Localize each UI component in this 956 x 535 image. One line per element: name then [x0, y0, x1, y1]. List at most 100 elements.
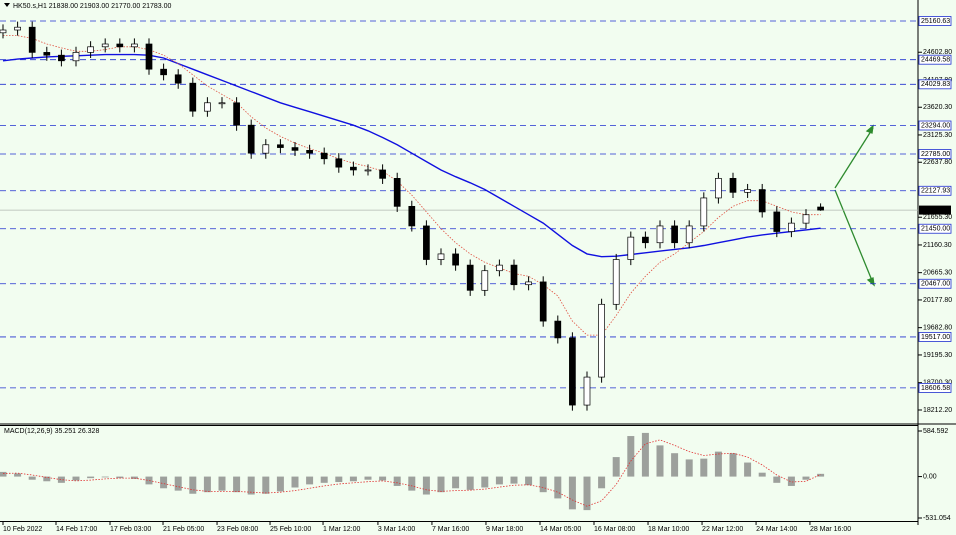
macd-bar — [320, 476, 328, 483]
level-box — [918, 278, 952, 289]
macd-bar — [714, 451, 722, 477]
y-tick-label: 20665.30 — [923, 270, 952, 277]
menu-triangle — [4, 3, 10, 7]
x-tick-label: 18 Mar 10:00 — [648, 526, 689, 533]
candle-body — [364, 169, 372, 172]
x-tick-label: 7 Mar 16:00 — [432, 526, 469, 533]
level-label: 24029.83 — [921, 81, 950, 88]
candle-body — [685, 225, 693, 244]
macd-bar — [612, 457, 620, 477]
macd-bar — [43, 476, 51, 482]
macd-bar — [802, 476, 810, 480]
candle-body — [160, 68, 167, 76]
x-tick-label: 22 Mar 12:00 — [702, 526, 743, 533]
candle-body — [87, 46, 94, 53]
candle-body — [291, 147, 299, 151]
level-box — [918, 16, 952, 26]
macd-bar — [685, 459, 693, 477]
level-box — [918, 185, 952, 196]
candle-body — [174, 74, 182, 84]
macd-bar — [218, 476, 226, 491]
candle-body — [656, 225, 664, 244]
y-tick-label: 21160.30 — [923, 242, 952, 249]
candle-body — [715, 178, 722, 199]
level-label: 22785.00 — [921, 151, 950, 158]
macd-bar — [481, 476, 489, 488]
level-label: 22127.93 — [921, 188, 950, 195]
macd-bar — [671, 453, 679, 477]
candle-body — [583, 376, 591, 406]
candle-body — [569, 337, 576, 406]
macd-bar — [145, 476, 153, 485]
moving-average — [2, 53, 821, 258]
level-box — [918, 54, 952, 65]
macd-bar — [101, 476, 109, 478]
y-tick-label: 21655.30 — [923, 214, 952, 221]
candle-body — [204, 102, 211, 112]
macd-bar — [174, 476, 182, 491]
candle-body — [642, 236, 649, 244]
signal-line — [2, 439, 821, 507]
macd-bar — [247, 476, 255, 495]
macd-bar — [364, 476, 372, 480]
macd-bar — [495, 476, 503, 485]
macd-bar — [28, 476, 36, 480]
candle-body — [525, 281, 532, 286]
candle-body — [379, 169, 386, 179]
x-tick-label: 14 Feb 17:00 — [56, 526, 97, 533]
candle-body — [802, 214, 810, 224]
macd-bar — [379, 476, 387, 481]
candle-body — [262, 144, 270, 154]
y-tick-label: 584.592 — [923, 428, 948, 435]
macd-bar — [598, 476, 606, 489]
candle-body — [437, 253, 445, 260]
candle-body — [101, 43, 109, 48]
x-tick-label: 14 Mar 05:00 — [540, 526, 581, 533]
macd-bar — [306, 476, 314, 485]
candle-body — [233, 102, 240, 126]
level-label: 21450.00 — [921, 226, 950, 233]
macd-bar — [335, 476, 343, 483]
x-tick-label: 3 Mar 14:00 — [378, 526, 415, 533]
current-price-label: 21783.00 — [921, 207, 950, 214]
macd-bar — [233, 476, 241, 493]
macd-bar — [656, 445, 664, 477]
x-tick-label: 9 Mar 18:00 — [486, 526, 523, 533]
y-tick-label: 20177.80 — [923, 297, 952, 304]
chart-title: HK50.s,H1 21838.00 21903.00 21770.00 217… — [13, 3, 172, 10]
candle-body — [452, 253, 459, 266]
x-tick-label: 10 Feb 2022 — [3, 526, 42, 533]
macd-bar — [393, 476, 401, 486]
level-box — [918, 120, 952, 131]
candle-body — [408, 205, 416, 227]
macd-bar — [729, 453, 737, 477]
macd-bar — [510, 476, 518, 484]
candle-body — [758, 189, 766, 213]
candle-body — [510, 264, 518, 286]
candle-body — [466, 264, 474, 291]
candle-body — [539, 281, 547, 322]
candle-body — [700, 197, 708, 227]
macd-bar — [276, 476, 284, 492]
macd-bar — [568, 476, 576, 510]
macd-bar — [627, 436, 635, 477]
macd-bar — [408, 476, 416, 491]
candle-body — [335, 158, 343, 168]
candle-body — [43, 52, 51, 56]
y-tick-label: 23620.30 — [923, 104, 952, 111]
y-tick-label: -531.054 — [923, 515, 951, 522]
candle-body — [481, 270, 489, 291]
x-tick-label: 24 Mar 14:00 — [756, 526, 797, 533]
y-tick-label: 19682.80 — [923, 325, 952, 332]
y-tick-label: 24602.80 — [923, 49, 952, 56]
macd-bar — [641, 432, 649, 477]
moving-average — [3, 35, 821, 336]
level-box — [918, 79, 952, 90]
macd-bar — [525, 476, 533, 486]
candle-body — [116, 43, 124, 48]
candle-body — [189, 82, 197, 112]
candle-body — [131, 43, 138, 48]
macd-bar — [773, 476, 781, 483]
macd-bar — [14, 473, 22, 477]
